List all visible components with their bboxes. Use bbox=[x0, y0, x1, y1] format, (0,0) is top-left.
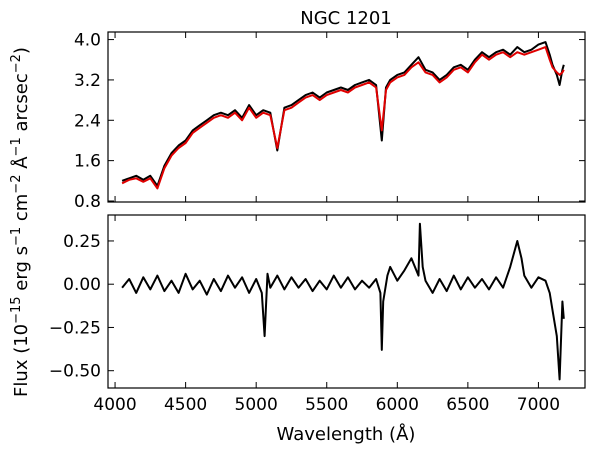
x-tick-label: 4500 bbox=[164, 395, 207, 415]
x-tick-label: 6500 bbox=[446, 395, 489, 415]
top-x-ticks bbox=[114, 32, 539, 202]
top-y-tick-label: 1.6 bbox=[74, 152, 101, 172]
bottom-series-group bbox=[121, 222, 565, 381]
x-axis-label: Wavelength (Å) bbox=[277, 423, 416, 445]
bottom-plot-frame bbox=[107, 214, 586, 389]
x-tick-label: 5000 bbox=[235, 395, 278, 415]
top-y-tick-label: 2.4 bbox=[74, 111, 101, 131]
top-series-line-1 bbox=[121, 46, 565, 190]
top-series-group bbox=[121, 41, 565, 190]
bottom-x-ticks: 4000 4500 5000 5500 6000 6500 7000 bbox=[93, 215, 560, 415]
x-tick-label: 6000 bbox=[376, 395, 419, 415]
spectrum-panel: NGC 1201 4.0 3.2 2.4 1.6 0.8 bbox=[74, 8, 586, 212]
top-plot-frame bbox=[107, 31, 586, 203]
top-y-tick-label: 3.2 bbox=[74, 71, 101, 91]
top-y-ticks: 4.0 3.2 2.4 1.6 0.8 bbox=[74, 31, 585, 212]
residual-panel: 0.25 0.00 −0.25 −0.50 4000 4500 5000 5500 6000 6… bbox=[49, 214, 586, 415]
x-tick-label: 4000 bbox=[93, 395, 136, 415]
top-y-tick-label: 0.8 bbox=[74, 192, 101, 212]
x-tick-label: 7000 bbox=[517, 395, 560, 415]
chart-title: NGC 1201 bbox=[300, 8, 392, 29]
y-axis-label: Flux (10−15 erg s−1 cm−2 Å−1 arcsec−2) bbox=[9, 47, 32, 397]
x-tick-label: 5500 bbox=[305, 395, 348, 415]
bottom-y-tick-label: 0.00 bbox=[63, 275, 101, 295]
bottom-y-tick-label: −0.50 bbox=[49, 362, 101, 382]
top-series-line-0 bbox=[121, 41, 565, 187]
bottom-y-ticks: 0.25 0.00 −0.25 −0.50 bbox=[49, 232, 585, 382]
top-y-tick-label: 4.0 bbox=[74, 31, 101, 51]
bottom-y-tick-label: 0.25 bbox=[63, 232, 101, 252]
bottom-series-line-0 bbox=[121, 222, 565, 381]
bottom-y-tick-label: −0.25 bbox=[49, 318, 101, 338]
